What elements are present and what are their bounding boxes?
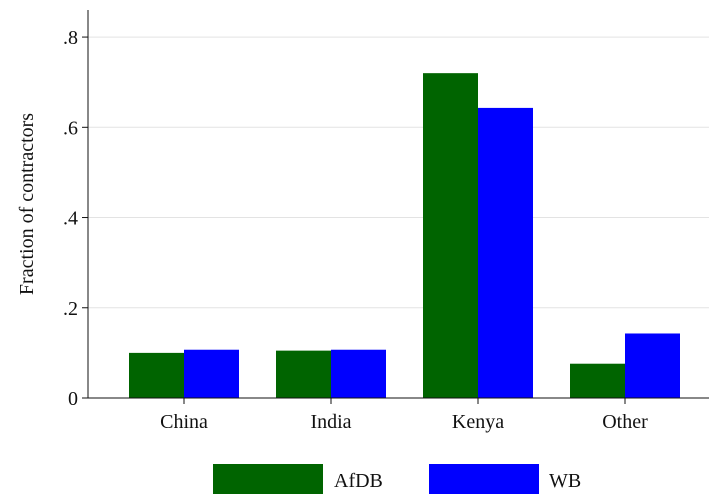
bar-afdb-india [276, 350, 331, 398]
legend-swatch-wb [429, 464, 539, 494]
legend-label-afdb: AfDB [334, 470, 383, 492]
bar-afdb-other [570, 363, 625, 398]
bar-wb-india [331, 349, 386, 398]
bar-wb-kenya [478, 107, 533, 398]
y-tick-label: .6 [63, 117, 78, 139]
x-tick-label-kenya: Kenya [452, 411, 504, 433]
bar-afdb-kenya [423, 73, 478, 399]
y-tick-label: 0 [68, 388, 78, 410]
bars-group [129, 73, 680, 399]
bar-wb-china [184, 349, 239, 398]
y-tick-label: .8 [63, 27, 78, 49]
bar-afdb-china [129, 352, 184, 398]
y-ticks: 0 .2 .4 .6 .8 [63, 27, 88, 410]
x-tick-label-china: China [160, 411, 208, 433]
y-tick-label: .2 [63, 298, 78, 320]
legend-swatch-afdb [213, 464, 323, 494]
y-tick-label: .4 [63, 208, 78, 230]
x-ticks: China India Kenya Other [160, 398, 648, 433]
bar-wb-other [625, 333, 680, 398]
axes-group [87, 10, 709, 399]
legend-label-wb: WB [549, 470, 581, 492]
gridlines [88, 36, 709, 309]
x-tick-label-other: Other [602, 411, 648, 433]
y-axis-label: Fraction of contractors [16, 113, 38, 295]
x-tick-label-india: India [310, 411, 351, 433]
legend: AfDB WB [213, 464, 581, 494]
